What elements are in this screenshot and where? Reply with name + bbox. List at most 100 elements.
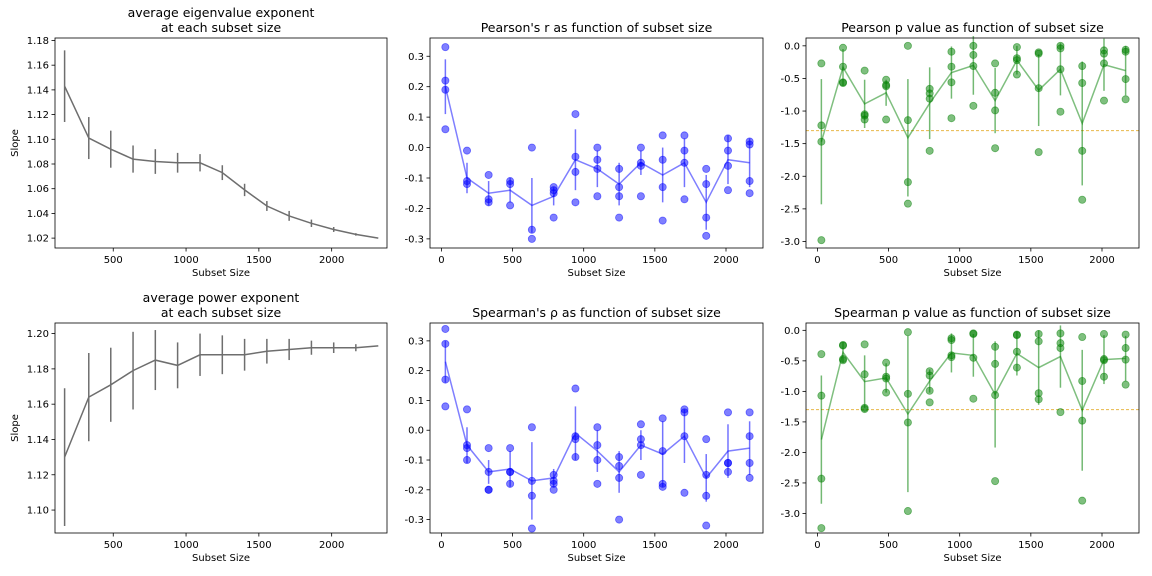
data-point — [506, 467, 515, 476]
data-point — [969, 353, 978, 362]
y-axis-label: Slope — [10, 129, 21, 157]
data-point — [745, 189, 754, 198]
data-point — [1121, 47, 1130, 56]
data-point — [1099, 96, 1108, 105]
x-tick-label: 1500 — [1018, 540, 1043, 551]
data-point — [506, 444, 515, 453]
data-point — [882, 82, 891, 91]
data-point — [745, 140, 754, 149]
data-point — [636, 470, 645, 479]
x-axis-label: Subset Size — [567, 268, 625, 279]
x-tick-label: 1000 — [571, 255, 596, 266]
subplot-pp: Pearson p value as function of subset si… — [780, 20, 1140, 279]
y-tick-label: -3.0 — [780, 237, 800, 248]
data-point — [702, 491, 711, 500]
data-point — [969, 329, 978, 338]
data-point — [593, 143, 602, 152]
x-tick-label: 1500 — [246, 255, 271, 266]
data-point — [839, 356, 848, 365]
y-tick-label: 0.3 — [408, 52, 424, 63]
data-point — [817, 474, 826, 483]
x-tick-label: 2000 — [319, 540, 344, 551]
data-point — [527, 423, 536, 432]
data-point — [441, 85, 450, 94]
x-tick-label: 500 — [104, 540, 123, 551]
y-tick-label: 1.08 — [27, 160, 49, 171]
data-point — [462, 405, 471, 414]
x-tick-label: 1000 — [947, 540, 972, 551]
data-point — [947, 78, 956, 87]
data-point — [615, 213, 624, 222]
chart-title: at each subset size — [161, 20, 282, 35]
y-tick-label: 0.1 — [408, 113, 424, 124]
data-point — [615, 192, 624, 201]
data-point — [462, 180, 471, 189]
data-point — [817, 59, 826, 68]
data-point — [1012, 56, 1021, 65]
data-point — [817, 350, 826, 359]
data-point — [1121, 330, 1130, 339]
x-tick-label: 1500 — [642, 540, 667, 551]
data-point — [1056, 329, 1065, 338]
data-point — [969, 394, 978, 403]
data-point — [817, 524, 826, 533]
data-point — [903, 507, 912, 516]
data-point — [658, 447, 667, 456]
data-point — [860, 340, 869, 349]
data-point — [903, 199, 912, 208]
data-point — [441, 339, 450, 348]
y-tick-label: 1.06 — [27, 184, 49, 195]
data-point — [839, 79, 848, 88]
data-point — [991, 106, 1000, 115]
chart-title: at each subset size — [161, 305, 282, 320]
data-point — [615, 515, 624, 524]
data-point — [860, 370, 869, 379]
data-point — [441, 43, 450, 52]
data-point — [947, 114, 956, 123]
data-point — [1034, 337, 1043, 346]
data-point — [1099, 49, 1108, 58]
data-point — [462, 444, 471, 453]
data-point — [1012, 70, 1021, 79]
data-point — [636, 143, 645, 152]
data-point — [817, 137, 826, 146]
x-tick-label: 1000 — [173, 540, 198, 551]
subplot-sp: Spearman p value as function of subset s… — [780, 305, 1140, 564]
y-tick-label: 1.14 — [27, 85, 49, 96]
y-tick-label: 0.0 — [408, 426, 424, 437]
data-point — [462, 146, 471, 155]
data-point — [571, 110, 580, 119]
data-point — [680, 408, 689, 417]
data-point — [484, 198, 493, 207]
data-point — [882, 388, 891, 397]
chart-title: average eigenvalue exponent — [128, 5, 315, 20]
y-tick-label: -2.0 — [780, 448, 800, 459]
data-point — [702, 164, 711, 173]
x-tick-label: 0 — [814, 540, 820, 551]
y-tick-label: -0.3 — [404, 515, 424, 526]
mean-line — [63, 85, 379, 239]
data-point — [702, 231, 711, 240]
data-point — [903, 328, 912, 337]
data-point — [593, 479, 602, 488]
data-point — [636, 420, 645, 429]
y-tick-label: 1.18 — [27, 364, 49, 375]
x-tick-label: 2000 — [1089, 540, 1114, 551]
chart-title: average power exponent — [143, 290, 300, 305]
data-point — [925, 386, 934, 395]
y-tick-label: 0.0 — [408, 143, 424, 154]
data-point — [680, 131, 689, 140]
data-point — [817, 391, 826, 400]
data-point — [702, 435, 711, 444]
x-tick-label: 1500 — [246, 540, 271, 551]
data-point — [1012, 43, 1021, 52]
data-point — [615, 461, 624, 470]
data-point — [991, 359, 1000, 368]
data-point — [462, 456, 471, 465]
data-point — [925, 94, 934, 103]
x-tick-label: 0 — [438, 255, 444, 266]
data-point — [571, 435, 580, 444]
data-point — [658, 482, 667, 491]
data-point — [702, 521, 711, 530]
